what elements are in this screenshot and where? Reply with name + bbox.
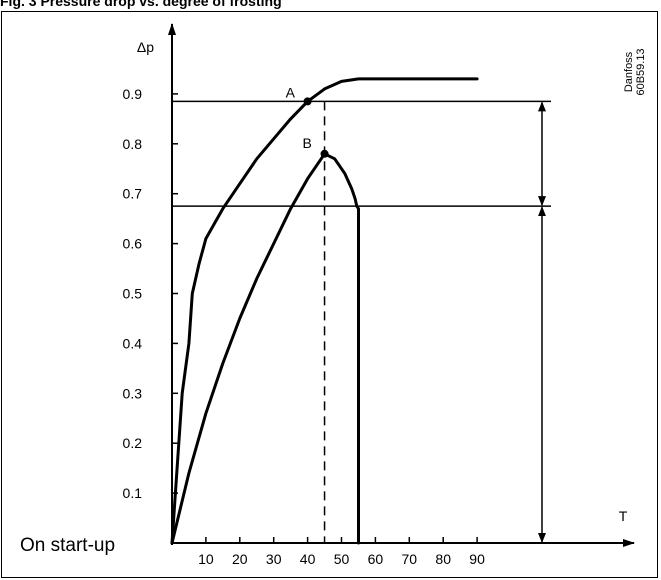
- chart-svg: 0.1 0.2 0.3 0.4 0.5 0.6 0.7 0.8 0.9 10 20 30 40 50 60 7…: [20, 23, 647, 567]
- points-layer: AB: [286, 84, 329, 158]
- y-tick-label: 0.8: [123, 136, 143, 152]
- figure-title-text: Fig. 3 Pressure drop vs. degree of frost…: [0, 0, 282, 9]
- y-tick-label: 0.5: [123, 286, 143, 302]
- reference-lines-layer: [172, 100, 551, 543]
- series-line-2: [170, 152, 360, 545]
- x-tick-label: 30: [266, 551, 282, 567]
- y-tick-label: 0.9: [123, 86, 143, 102]
- x-tick-label: 90: [469, 551, 485, 567]
- x-tick-label: 80: [435, 551, 451, 567]
- annotation-on-start-up: On start-up: [20, 535, 115, 556]
- axes-layer: [168, 23, 635, 547]
- y-tick-label: 0.3: [123, 385, 143, 401]
- figure-title: Fig. 3 Pressure drop vs. degree of frost…: [0, 0, 661, 12]
- y-tick-label: 0.1: [123, 485, 143, 501]
- watermark-code: 60B59.13: [635, 48, 647, 95]
- y-tick-label: 0.6: [123, 236, 143, 252]
- point-marker-a: [303, 97, 312, 106]
- watermark-group: Danfoss 60B59.13: [623, 48, 647, 95]
- y-axis-label: Δp: [137, 39, 154, 55]
- x-tick-label: 50: [334, 551, 350, 567]
- watermark-brand: Danfoss: [623, 51, 635, 92]
- text-layer: Δp T On start-up Danfoss 60B59.13: [20, 39, 647, 556]
- series-line-1: [170, 77, 479, 545]
- point-label-b: B: [303, 135, 312, 151]
- x-tick-label: 60: [368, 551, 384, 567]
- x-axis-label: T: [619, 508, 628, 524]
- x-tick-label: 10: [198, 551, 214, 567]
- y-tick-label: 0.4: [123, 335, 143, 351]
- point-label-a: A: [286, 84, 296, 100]
- chart-frame: 0.1 0.2 0.3 0.4 0.5 0.6 0.7 0.8 0.9 10 20 30 40 50 60 7…: [1, 11, 658, 578]
- y-tick-label: 0.7: [123, 186, 143, 202]
- x-tick-label: 20: [232, 551, 248, 567]
- ticks-layer: 0.1 0.2 0.3 0.4 0.5 0.6 0.7 0.8 0.9 10 20 30 40 50 60 7…: [123, 86, 486, 567]
- x-tick-label: 40: [300, 551, 316, 567]
- point-marker-b: [320, 149, 329, 158]
- x-tick-label: 70: [402, 551, 418, 567]
- y-tick-label: 0.2: [123, 435, 143, 451]
